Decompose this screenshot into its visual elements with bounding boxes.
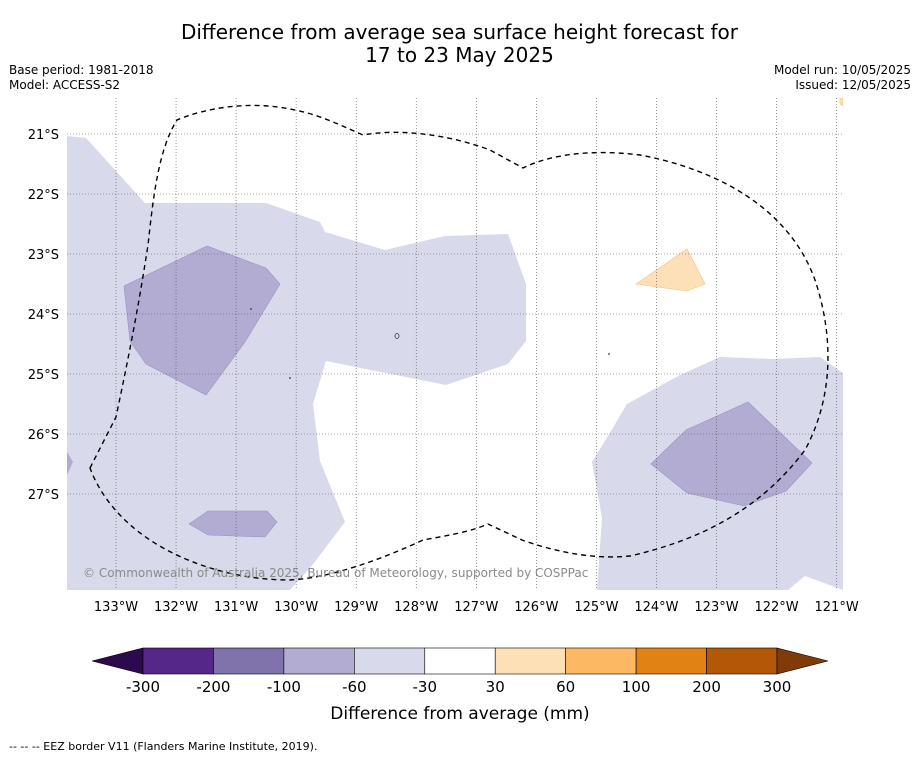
lon-tick-label: 131°W xyxy=(214,600,258,615)
eez-border xyxy=(89,104,829,581)
base-info: Base period: 1981-2018 Model: ACCESS-S2 xyxy=(9,63,154,93)
lon-tick-label: 133°W xyxy=(94,600,138,615)
colorbar-tick-label: 200 xyxy=(692,678,721,696)
lon-tick-label: 123°W xyxy=(694,600,738,615)
lon-tick-label: 128°W xyxy=(394,600,438,615)
lat-tick-label: 27°S xyxy=(28,488,59,503)
lat-tick-label: 22°S xyxy=(28,188,59,203)
lon-tick-label: 132°W xyxy=(154,600,198,615)
model-label: Model: ACCESS-S2 xyxy=(9,78,121,92)
colorbar-bin xyxy=(635,647,707,675)
colorbar-bin xyxy=(706,647,778,675)
colorbar-tick-label: 30 xyxy=(486,678,505,696)
colorbar-extend-max xyxy=(776,647,829,675)
colorbar-tick-label: -100 xyxy=(267,678,301,696)
lat-tick-label: 26°S xyxy=(28,428,59,443)
colorbar-extend-min xyxy=(91,647,144,675)
contour-speck xyxy=(394,333,400,339)
map-title-line-1: Difference from average sea surface heig… xyxy=(180,20,739,44)
lon-tick-label: 127°W xyxy=(454,600,498,615)
eez-footnote: -- -- -- EEZ border V11 (Flanders Marine… xyxy=(9,740,318,753)
lat-tick-label: 25°S xyxy=(28,368,59,383)
colorbar-tick-label: 100 xyxy=(622,678,651,696)
colorbar-label: Difference from average (mm) xyxy=(330,704,589,724)
contour-region-medium-south xyxy=(188,510,278,538)
lon-tick-label: 125°W xyxy=(574,600,618,615)
lon-tick-label: 130°W xyxy=(274,600,318,615)
lat-tick-label: 21°S xyxy=(28,128,59,143)
anomaly-field xyxy=(67,98,843,590)
map-gridlines xyxy=(67,98,843,590)
latitude-labels: 21°S 22°S 23°S 24°S 25°S 26°S 27°S xyxy=(28,128,59,503)
map-title-line-2: 17 to 23 May 2025 xyxy=(365,43,554,67)
colorbar: -300 -200 -100 -60 -30 30 60 100 200 300 xyxy=(91,647,829,696)
colorbar-bin xyxy=(213,647,285,675)
copyright-text: © Commonwealth of Australia 2025, Bureau… xyxy=(83,566,588,580)
lat-tick-label: 23°S xyxy=(28,248,59,263)
lon-tick-label: 124°W xyxy=(634,600,678,615)
contour-speck xyxy=(250,308,252,310)
contour-region-medium-east xyxy=(650,401,813,507)
colorbar-bin xyxy=(354,647,426,675)
issued-label: Issued: 12/05/2025 xyxy=(795,78,911,92)
longitude-labels: 133°W 132°W 131°W 130°W 129°W 128°W 127°W 126°W… xyxy=(94,600,859,615)
contour-speck xyxy=(608,353,610,355)
lon-tick-label: 122°W xyxy=(754,600,798,615)
lon-tick-label: 129°W xyxy=(334,600,378,615)
base-period-label: Base period: 1981-2018 xyxy=(9,63,154,77)
contour-region-light-west xyxy=(67,136,526,590)
colorbar-tick-label: 60 xyxy=(556,678,575,696)
colorbar-tick-label: -200 xyxy=(196,678,230,696)
lon-tick-label: 126°W xyxy=(514,600,558,615)
lon-tick-label: 121°W xyxy=(815,600,859,615)
contour-region-medium-west xyxy=(123,245,281,396)
colorbar-tick-label: 300 xyxy=(763,678,792,696)
lat-tick-label: 24°S xyxy=(28,308,59,323)
colorbar-bin xyxy=(283,647,355,675)
colorbar-tick-label: -300 xyxy=(126,678,160,696)
colorbar-bin xyxy=(142,647,214,675)
contour-region-positive xyxy=(635,248,706,292)
colorbar-tick-label: -30 xyxy=(413,678,438,696)
model-run-label: Model run: 10/05/2025 xyxy=(773,63,911,77)
colorbar-bin xyxy=(424,647,496,675)
colorbar-bin xyxy=(494,647,566,675)
contour-speck xyxy=(289,377,291,379)
contour-region-positive-corner xyxy=(839,98,843,107)
colorbar-tick-label: -60 xyxy=(342,678,367,696)
contour-region-medium-edge xyxy=(67,452,73,475)
run-info: Model run: 10/05/2025 Issued: 12/05/2025 xyxy=(774,63,911,93)
colorbar-bin xyxy=(565,647,637,675)
